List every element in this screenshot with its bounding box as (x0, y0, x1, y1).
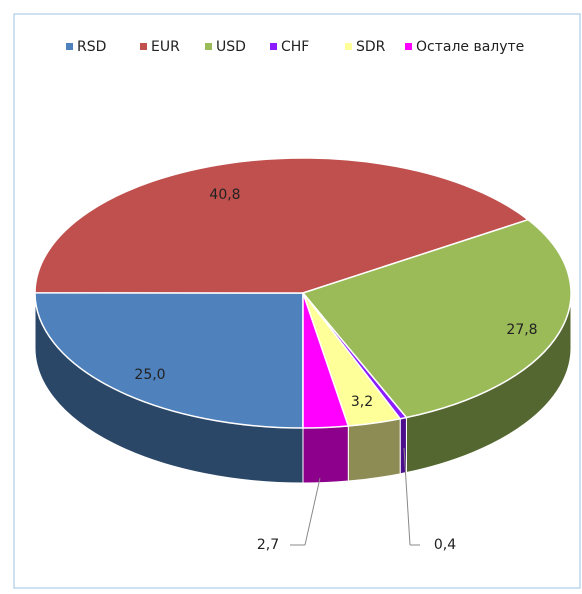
legend-swatch (270, 43, 277, 50)
legend-label: RSD (77, 39, 106, 55)
pie-tops (34, 157, 572, 429)
data-label: 27,8 (506, 322, 537, 338)
labels: 25,0 40,8 27,8 0,4 3,2 2,7 (134, 187, 537, 553)
slice-side (302, 425, 349, 484)
data-label: 25,0 (134, 367, 165, 383)
legend-swatch (345, 43, 352, 50)
slice (34, 292, 304, 429)
legend-label: USD (216, 39, 246, 55)
legend-swatch (140, 43, 147, 50)
data-label: 3,2 (351, 394, 373, 410)
legend-label: Остале валуте (416, 39, 524, 55)
legend-swatch (66, 43, 73, 50)
legend-swatch (205, 43, 212, 50)
data-label: 2,7 (257, 537, 279, 553)
leader-line (304, 477, 321, 546)
legend-label: CHF (281, 39, 309, 55)
legend-label: EUR (151, 39, 180, 55)
leader-line (403, 447, 411, 546)
slice-side (347, 418, 401, 482)
data-label: 40,8 (209, 187, 240, 203)
chart-frame (13, 13, 581, 589)
data-label: 0,4 (434, 537, 456, 553)
legend-swatch (405, 43, 412, 50)
slice (302, 292, 350, 429)
legend: RSD EUR USD CHF SDR Остале валуте (66, 39, 524, 55)
slice (301, 218, 572, 419)
legend-label: SDR (356, 39, 386, 55)
